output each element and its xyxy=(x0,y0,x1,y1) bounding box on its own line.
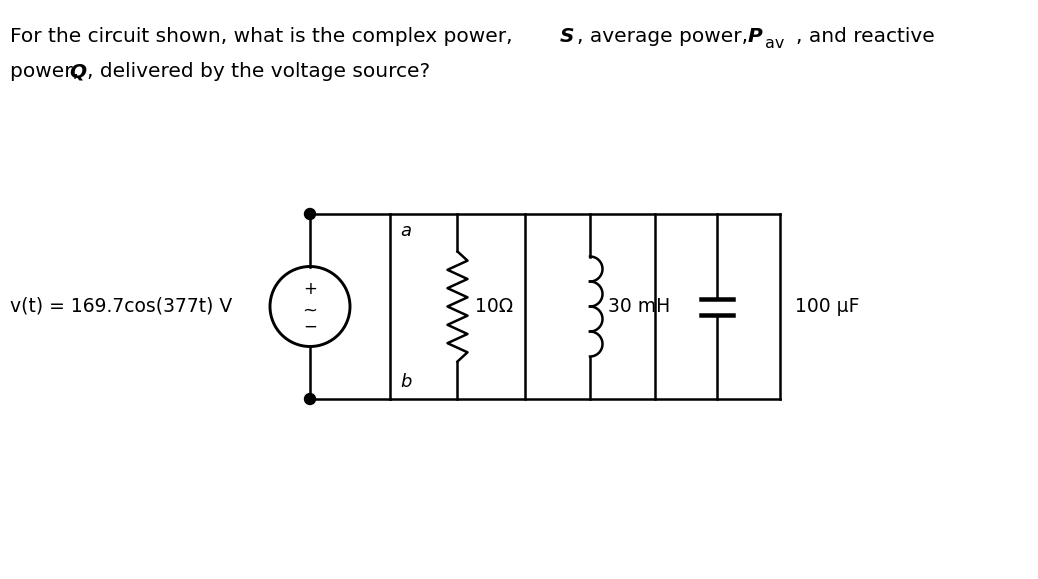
Text: For the circuit shown, what is the complex power,: For the circuit shown, what is the compl… xyxy=(10,27,519,46)
Text: 100 μF: 100 μF xyxy=(795,297,859,316)
Text: av: av xyxy=(765,36,785,51)
Circle shape xyxy=(304,208,316,219)
Text: power,: power, xyxy=(10,62,85,81)
Text: S: S xyxy=(559,27,574,46)
Text: −: − xyxy=(303,317,317,335)
Text: a: a xyxy=(400,222,411,240)
Circle shape xyxy=(304,394,316,405)
Text: Q: Q xyxy=(69,62,86,81)
Text: v(t) = 169.7cos(377t) V: v(t) = 169.7cos(377t) V xyxy=(10,297,233,316)
Text: , average power,: , average power, xyxy=(577,27,755,46)
Text: 30 mH: 30 mH xyxy=(608,297,671,316)
Text: , delivered by the voltage source?: , delivered by the voltage source? xyxy=(87,62,430,81)
Text: P: P xyxy=(748,27,763,46)
Text: +: + xyxy=(303,280,317,299)
Text: b: b xyxy=(400,373,411,391)
Text: , and reactive: , and reactive xyxy=(796,27,935,46)
Text: ~: ~ xyxy=(302,302,318,320)
Text: 10Ω: 10Ω xyxy=(475,297,514,316)
